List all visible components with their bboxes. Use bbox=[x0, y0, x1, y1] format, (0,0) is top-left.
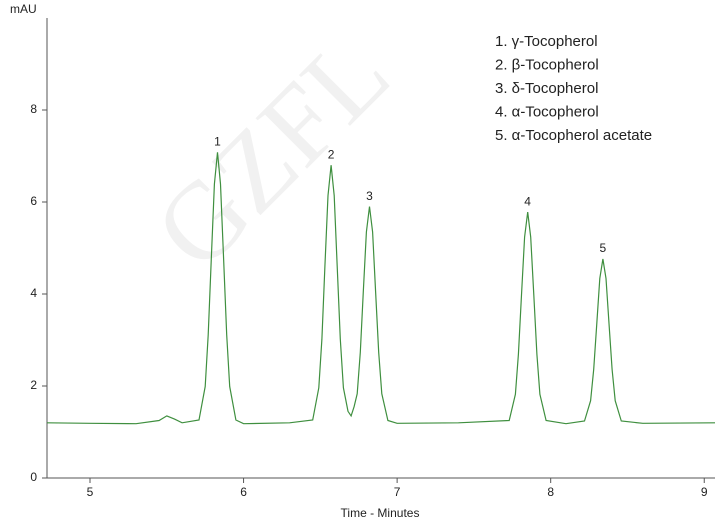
x-tick-label: 8 bbox=[547, 485, 554, 499]
peak-label: 5 bbox=[600, 241, 607, 255]
peak-label: 2 bbox=[328, 147, 335, 161]
legend: 1. γ-Tocopherol 2. β-Tocopherol 3. δ-Tocop… bbox=[495, 33, 652, 144]
watermark: GZFL bbox=[131, 11, 412, 292]
peak-label: 1 bbox=[214, 134, 221, 148]
x-tick-label: 6 bbox=[240, 485, 247, 499]
y-tick-label: 8 bbox=[30, 102, 37, 116]
y-axis-label: mAU bbox=[10, 2, 37, 16]
legend-entry: 2. β-Tocopherol bbox=[495, 56, 599, 73]
legend-entry: 5. α-Tocopherol acetate bbox=[495, 127, 652, 144]
y-tick-label: 0 bbox=[30, 470, 37, 484]
x-axis-label: Time - Minutes bbox=[341, 506, 420, 520]
legend-entry: 1. γ-Tocopherol bbox=[495, 33, 598, 50]
y-tick-label: 6 bbox=[30, 194, 37, 208]
x-tick-label: 9 bbox=[701, 485, 708, 499]
legend-entry: 4. α-Tocopherol bbox=[495, 103, 599, 120]
legend-entry: 3. δ-Tocopherol bbox=[495, 80, 598, 97]
peak-label: 4 bbox=[524, 194, 531, 208]
x-tick-label: 5 bbox=[87, 485, 94, 499]
x-tick-label: 7 bbox=[394, 485, 401, 499]
chromatogram-line bbox=[46, 152, 716, 425]
peak-label: 3 bbox=[366, 189, 373, 203]
y-tick-label: 2 bbox=[30, 378, 37, 392]
y-tick-label: 4 bbox=[30, 286, 37, 300]
